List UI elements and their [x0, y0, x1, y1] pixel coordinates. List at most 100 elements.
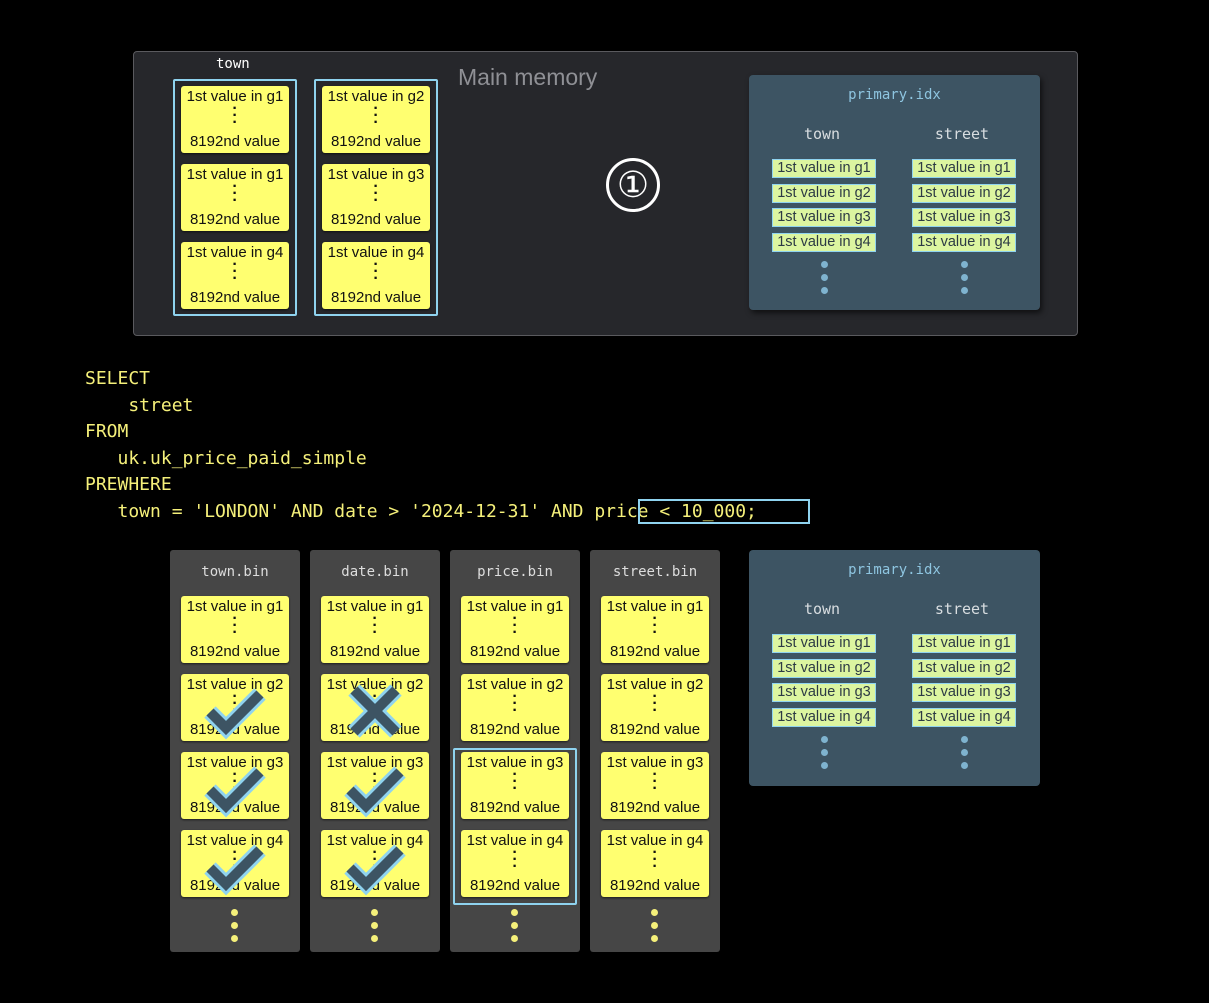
granule-card: 1st value in g1 · · · 8192nd value: [181, 86, 289, 153]
vertical-ellipsis-icon: · · ·: [512, 688, 518, 719]
index-entry: 1st value in g3: [912, 208, 1016, 227]
granule-first-value: 1st value in g1: [606, 598, 704, 615]
ellipsis-dot-icon: [821, 749, 828, 756]
step-number-badge: ①: [606, 158, 660, 212]
ellipsis-dot-icon: [511, 909, 518, 916]
granule-card: 1st value in g4 · · · 8192nd value: [601, 830, 709, 897]
column-file-name: date.bin: [341, 564, 409, 580]
index-entry: 1st value in g3: [772, 208, 876, 227]
ellipsis-dot-icon: [821, 736, 828, 743]
ellipsis-dot-icon: [961, 261, 968, 268]
granule-first-value: 1st value in g2: [466, 676, 564, 693]
vertical-ellipsis-icon: · · ·: [512, 844, 518, 875]
granule-first-value: 1st value in g2: [327, 88, 425, 105]
granule-card: 1st value in g3 · · · 8192nd value: [461, 752, 569, 819]
index-entry: 1st value in g3: [912, 683, 1016, 702]
vertical-ellipsis-icon: · · ·: [512, 610, 518, 641]
granule-last-value: 8192nd value: [609, 721, 701, 738]
ellipsis-dot-icon: [961, 762, 968, 769]
granule-last-value: 8192nd value: [189, 289, 281, 306]
checkmark-icon: [204, 688, 266, 740]
vertical-ellipsis-icon: · · ·: [232, 610, 238, 641]
vertical-ellipsis-icon: · · ·: [652, 610, 658, 641]
granule-last-value: 8192nd value: [469, 643, 561, 660]
column-file-town: town.bin 1st value in g1 · · · 8192nd value 1s…: [170, 550, 300, 952]
ellipsis-dot-icon: [961, 749, 968, 756]
ellipsis-dot-icon: [511, 922, 518, 929]
granule-first-value: 1st value in g1: [466, 598, 564, 615]
granule-first-value: 1st value in g2: [606, 676, 704, 693]
granule-card: 1st value in g1 · · · 8192nd value: [181, 596, 289, 663]
vertical-ellipsis-icon: · · ·: [652, 844, 658, 875]
ellipsis-dot-icon: [821, 762, 828, 769]
sql-line: street: [85, 394, 194, 416]
index-column-header: street: [934, 600, 990, 618]
ellipsis-dot-icon: [231, 922, 238, 929]
vertical-ellipsis-icon: · · ·: [232, 100, 238, 131]
price-condition-highlight: [638, 499, 810, 524]
sql-line: uk.uk_price_paid_simple: [85, 447, 367, 469]
ellipsis-dot-icon: [961, 736, 968, 743]
granule-first-value: 1st value in g3: [327, 166, 425, 183]
granule-card: 1st value in g4 · · · 8192nd value: [461, 830, 569, 897]
ellipsis-dot-icon: [651, 909, 658, 916]
ellipsis-dot-icon: [651, 935, 658, 942]
price-selected-granules-highlight: [453, 748, 577, 905]
index-entry: 1st value in g4: [912, 707, 1016, 727]
granule-card: 1st value in g1 · · · 8192nd value: [461, 596, 569, 663]
granule-first-value: 1st value in g3: [466, 754, 564, 771]
granule-first-value: 1st value in g2: [186, 676, 284, 693]
ellipsis-dot-icon: [821, 274, 828, 281]
granule-card: 1st value in g4 · · · 8192nd value: [322, 242, 430, 309]
memory-group-2: 1st value in g2 · · · 8192nd value 1st value …: [314, 79, 438, 316]
index-entry: 1st value in g2: [912, 658, 1016, 678]
vertical-ellipsis-icon: · · ·: [372, 610, 378, 641]
index-title: primary.idx: [848, 562, 941, 578]
granule-first-value: 1st value in g4: [606, 832, 704, 849]
vertical-ellipsis-icon: · · ·: [373, 256, 379, 287]
granule-last-value: 8192nd value: [609, 643, 701, 660]
checkmark-icon: [344, 844, 406, 896]
granule-last-value: 8192nd value: [330, 133, 422, 150]
ellipsis-dot-icon: [371, 935, 378, 942]
granule-last-value: 8192nd value: [330, 211, 422, 228]
granule-card: 1st value in g2 · · · 8192nd value: [322, 86, 430, 153]
granule-last-value: 8192nd value: [469, 799, 561, 816]
granule-first-value: 1st value in g1: [326, 598, 424, 615]
column-file-price: price.bin 1st value in g1 · · · 8192nd value 1…: [450, 550, 580, 952]
vertical-ellipsis-icon: · · ·: [652, 688, 658, 719]
index-column-header: street: [934, 125, 990, 143]
column-file-name: price.bin: [477, 564, 553, 580]
granule-last-value: 8192nd value: [609, 799, 701, 816]
index-entry: 1st value in g1: [772, 159, 876, 178]
index-column-header: town: [803, 125, 841, 143]
main-memory-label: Main memory: [458, 64, 598, 90]
granule-card: 1st value in g3 · · · 8192nd value: [322, 164, 430, 231]
granule-card: 1st value in g2 · · · 8192nd value: [601, 674, 709, 741]
sql-line: town = 'LONDON' AND date > '2024-12-31' …: [85, 500, 757, 522]
granule-first-value: 1st value in g3: [606, 754, 704, 771]
index-title: primary.idx: [848, 87, 941, 103]
ellipsis-dot-icon: [961, 274, 968, 281]
granule-card: 1st value in g2 · · · 8192nd value: [461, 674, 569, 741]
granule-last-value: 8192nd value: [189, 133, 281, 150]
ellipsis-dot-icon: [821, 261, 828, 268]
granule-first-value: 1st value in g1: [186, 88, 284, 105]
granule-first-value: 1st value in g2: [326, 676, 424, 693]
granule-card: 1st value in g1 · · · 8192nd value: [181, 164, 289, 231]
ellipsis-dot-icon: [371, 922, 378, 929]
granule-last-value: 8192nd value: [469, 721, 561, 738]
sql-line: FROM: [85, 421, 129, 442]
granule-last-value: 8192nd value: [609, 877, 701, 894]
vertical-ellipsis-icon: · · ·: [512, 766, 518, 797]
ellipsis-dot-icon: [231, 935, 238, 942]
ellipsis-dot-icon: [821, 287, 828, 294]
granule-last-value: 8192nd value: [329, 643, 421, 660]
index-entry: 1st value in g4: [912, 232, 1016, 252]
primary-index-panel-2: primary.idx town 1st value in g1 1st value …: [749, 550, 1040, 786]
sql-query: SELECT street FROM uk.uk_price_paid_simpl…: [85, 366, 757, 525]
granule-first-value: 1st value in g4: [466, 832, 564, 849]
granule-first-value: 1st value in g4: [186, 832, 284, 849]
vertical-ellipsis-icon: · · ·: [652, 766, 658, 797]
index-entry: 1st value in g4: [772, 707, 876, 727]
